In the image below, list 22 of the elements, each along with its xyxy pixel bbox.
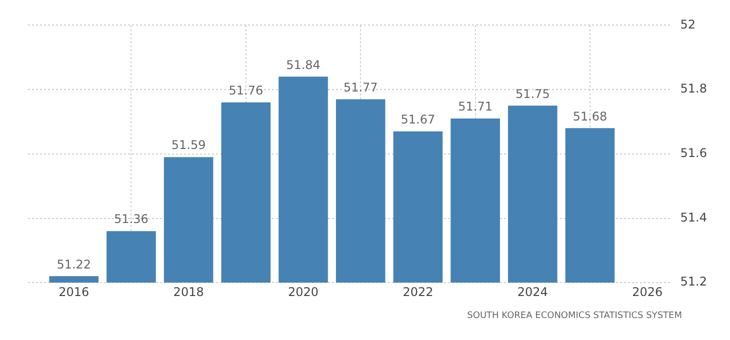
y-tick-label: 51.2: [680, 274, 707, 289]
data-label: 51.36: [114, 212, 148, 226]
data-label: 51.77: [343, 80, 378, 94]
data-label: 51.84: [286, 58, 320, 72]
y-tick-label: 51.8: [680, 82, 707, 96]
text: SOUTH KOREA ECONOMICS STATISTICS SYSTEM: [466, 311, 683, 321]
x-tick-label: 2026: [632, 284, 663, 299]
x-tick-label: 2024: [517, 284, 548, 299]
x-tick-label: 2016: [58, 284, 90, 299]
data-label: 51.75: [515, 86, 550, 101]
y-tick-label: 51.4: [680, 210, 707, 224]
x-tick-label: 2020: [288, 284, 319, 299]
data-label: 51.22: [56, 257, 92, 272]
y-tick-label: 52: [680, 17, 696, 32]
y-tick-label: 51.6: [680, 146, 707, 160]
x-tick-label: 2022: [402, 284, 434, 299]
data-label: 51.71: [458, 100, 492, 114]
data-label: 51.67: [400, 112, 436, 127]
data-label: 51.76: [228, 84, 264, 98]
x-tick-label: 2018: [173, 284, 204, 299]
data-label: 51.68: [572, 109, 608, 124]
data-label: 51.59: [171, 138, 206, 152]
